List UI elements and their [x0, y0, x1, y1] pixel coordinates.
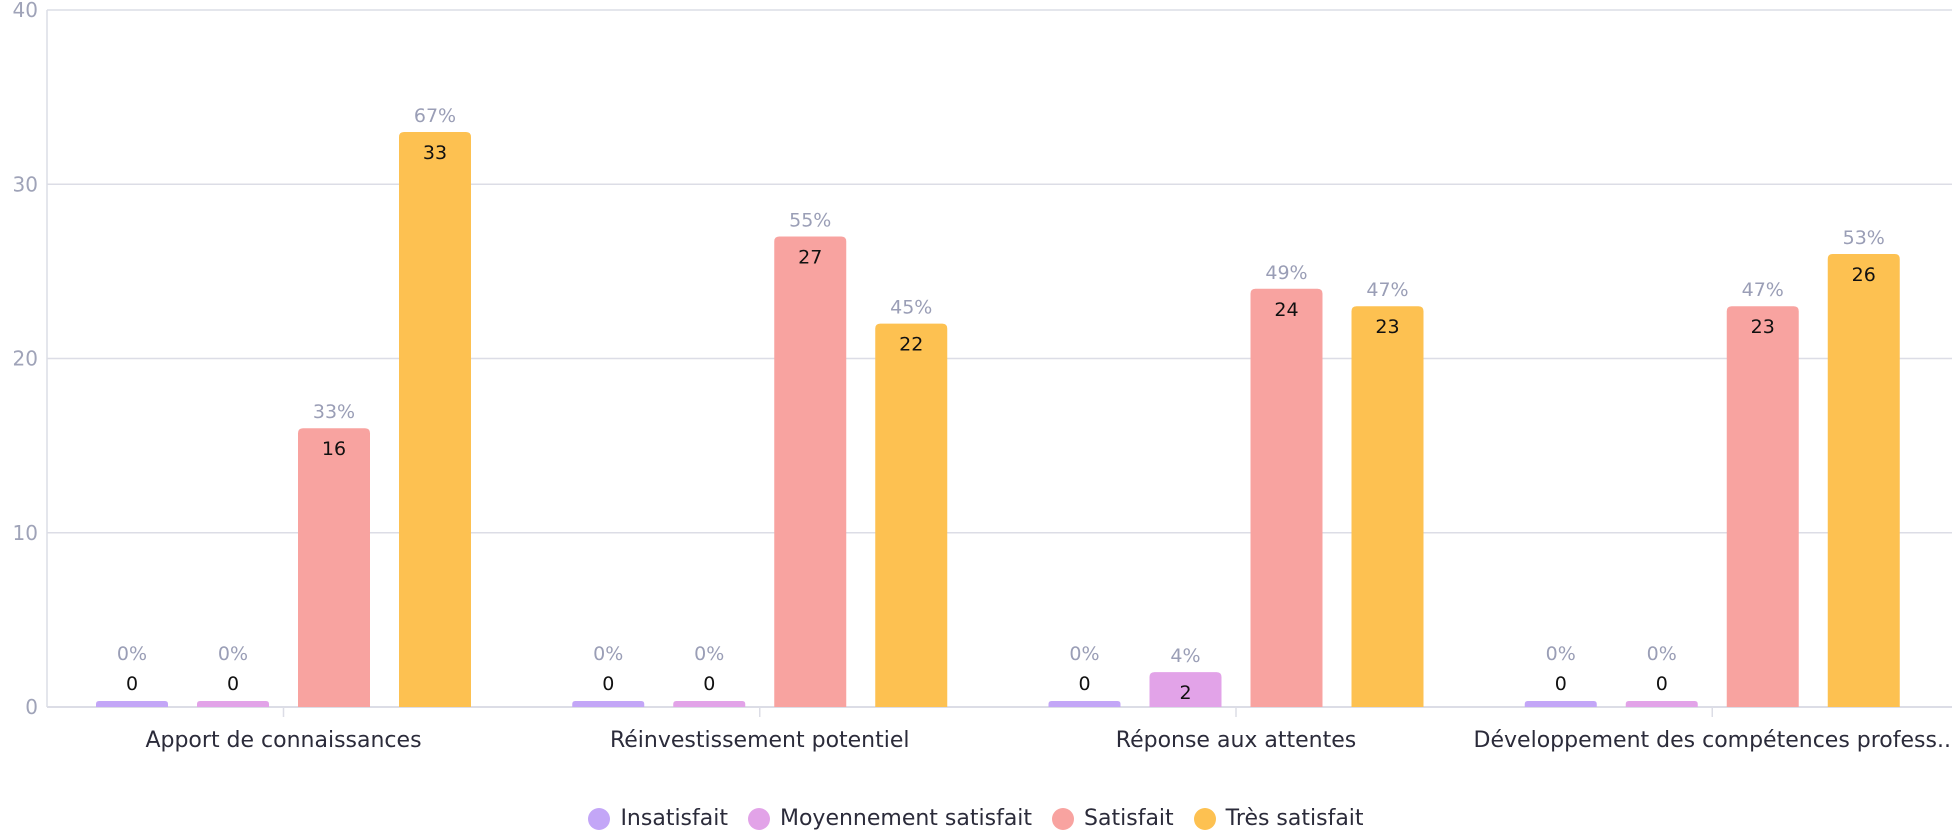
bar-percent-label: 67%: [414, 105, 456, 127]
bar-value-label: 0: [602, 673, 614, 695]
bar: [298, 428, 370, 707]
bar: [875, 323, 948, 707]
legend-swatch: [1052, 807, 1075, 830]
bar-value-label: 0: [1656, 673, 1668, 695]
bar-percent-label: 45%: [890, 297, 932, 319]
bar-value-label: 22: [899, 334, 923, 356]
y-tick-label: 10: [13, 521, 38, 545]
bar: [96, 701, 168, 707]
bar-value-label: 0: [703, 673, 715, 695]
bar-value-label: 16: [322, 438, 346, 460]
bar-value-label: 23: [1375, 316, 1399, 338]
bar-value-label: 0: [227, 673, 239, 695]
bar-value-label: 23: [1751, 316, 1775, 338]
bar: [1250, 288, 1323, 707]
bar-value-label: 0: [1555, 673, 1567, 695]
legend-label: Moyennement satisfait: [779, 806, 1033, 831]
x-category-label: Développement des compétences profess..: [1474, 728, 1951, 753]
bar-percent-label: 55%: [789, 210, 831, 232]
bar: [1351, 306, 1424, 707]
legend: Insatisfait Moyennement satisfait Satisfai…: [0, 806, 1952, 831]
bar: [673, 701, 746, 707]
legend-item[interactable]: Moyennement satisfait: [747, 806, 1033, 831]
bar-percent-label: 47%: [1742, 279, 1784, 301]
bar-value-label: 33: [423, 142, 447, 164]
bar-percent-label: 4%: [1170, 645, 1200, 667]
bar-percent-label: 47%: [1366, 279, 1408, 301]
bar-value-label: 27: [798, 247, 822, 269]
bar-percent-label: 0%: [1647, 643, 1677, 665]
y-tick-label: 40: [13, 0, 38, 22]
bar-value-label: 0: [1078, 673, 1090, 695]
x-category-label: Apport de connaissances: [145, 728, 421, 753]
bar-percent-label: 0%: [117, 643, 147, 665]
bar-percent-label: 33%: [313, 401, 355, 423]
bar: [774, 236, 847, 707]
legend-item[interactable]: Très satisfait: [1193, 806, 1364, 831]
y-tick-label: 20: [13, 347, 38, 371]
bar: [1726, 306, 1799, 707]
bar-percent-label: 49%: [1265, 262, 1307, 284]
bar-percent-label: 0%: [1069, 643, 1099, 665]
legend-swatch: [588, 807, 611, 830]
bar: [1524, 701, 1597, 707]
bar: [572, 701, 645, 707]
bar-percent-label: 0%: [694, 643, 724, 665]
legend-label: Très satisfait: [1225, 806, 1364, 831]
bar-value-label: 2: [1179, 682, 1191, 704]
legend-item[interactable]: Satisfait: [1052, 806, 1174, 831]
y-tick-label: 0: [25, 695, 38, 719]
bar-value-label: 24: [1274, 299, 1298, 321]
bar: [1048, 701, 1121, 707]
y-tick-label: 30: [13, 172, 38, 196]
legend-item[interactable]: Insatisfait: [588, 806, 728, 831]
x-axis: Apport de connaissances Réinvestissement …: [47, 706, 1952, 753]
legend-swatch: [1193, 807, 1216, 830]
bar-value-label: 26: [1852, 264, 1876, 286]
bar: [399, 131, 471, 708]
legend-swatch: [747, 807, 770, 830]
bar-value-label: 0: [126, 673, 138, 695]
legend-label: Satisfait: [1084, 806, 1174, 831]
y-axis: 0 10 20 30 40: [13, 0, 48, 719]
legend-label: Insatisfait: [620, 806, 728, 831]
bar: [1827, 253, 1900, 707]
bar-series: [96, 131, 1900, 708]
bar-percent-label: 0%: [593, 643, 623, 665]
x-category-label: Réinvestissement potentiel: [610, 728, 910, 753]
x-category-label: Réponse aux attentes: [1116, 728, 1356, 753]
bar-percent-label: 0%: [218, 643, 248, 665]
bar: [1625, 701, 1698, 707]
bar-percent-label: 0%: [1546, 643, 1576, 665]
data-labels: 0 0% 0 0% 16 33% 33 67% 0 0% 0 0% 27 55% 22 45% 0 0% 2 4% 24…: [117, 105, 1885, 704]
bar-percent-label: 53%: [1843, 227, 1885, 249]
bar: [197, 701, 269, 707]
bar: [1149, 672, 1222, 707]
